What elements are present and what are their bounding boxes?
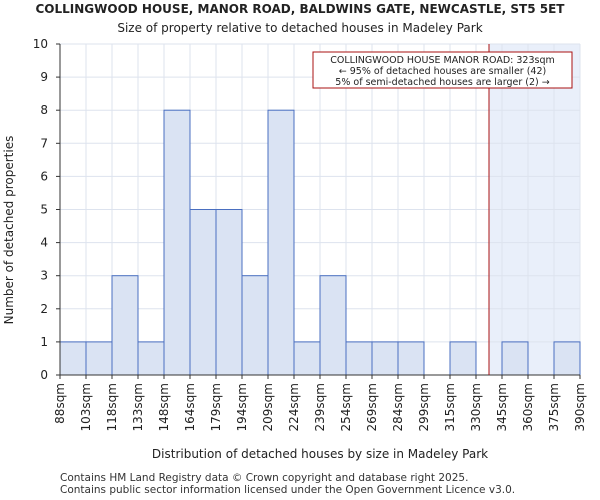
x-tick-label-330sqm: 330sqm bbox=[469, 383, 483, 431]
x-tick-label-390sqm: 390sqm bbox=[573, 383, 587, 431]
bar-148sqm bbox=[163, 109, 191, 376]
x-tick-label-164sqm: 164sqm bbox=[183, 383, 197, 431]
x-tick-label-194sqm: 194sqm bbox=[235, 383, 249, 431]
y-tick-label: 10 bbox=[33, 37, 48, 51]
x-tick-label-88sqm: 88sqm bbox=[53, 383, 67, 424]
x-tick-label-118sqm: 118sqm bbox=[105, 383, 119, 431]
plot-area: 0 1 2 3 4 5 6 7 8 9 10 88sqm 103sqm 118sqm 133sqm 148sq… bbox=[33, 37, 587, 431]
y-tick-label: 6 bbox=[40, 169, 48, 183]
x-tick-label-284sqm: 284sqm bbox=[391, 383, 405, 431]
x-tick-label-299sqm: 299sqm bbox=[417, 383, 431, 431]
bar-133sqm bbox=[137, 341, 165, 376]
x-tick-label-345sqm: 345sqm bbox=[495, 383, 509, 431]
bar-269sqm bbox=[371, 341, 399, 376]
bar-103sqm bbox=[85, 341, 113, 376]
footer-line2: Contains public sector information licen… bbox=[60, 484, 516, 496]
annotation-box bbox=[312, 51, 573, 89]
y-tick-label: 4 bbox=[40, 236, 48, 250]
annotation-line-1: COLLINGWOOD HOUSE MANOR ROAD: 323sqm bbox=[330, 55, 555, 66]
chart-title-line1: COLLINGWOOD HOUSE, MANOR ROAD, BALDWINS … bbox=[36, 2, 566, 16]
footer-line1: Contains HM Land Registry data © Crown c… bbox=[60, 472, 469, 484]
annotation-line-3: 5% of semi-detached houses are larger (2… bbox=[335, 77, 549, 88]
bar-284sqm bbox=[397, 341, 425, 376]
chart-title-line2: Size of property relative to detached ho… bbox=[117, 21, 482, 35]
bar-179sqm bbox=[215, 209, 243, 376]
y-tick-label: 9 bbox=[40, 70, 48, 84]
x-tick-label-269sqm: 269sqm bbox=[365, 383, 379, 431]
bar-88sqm bbox=[59, 341, 87, 376]
bar-254sqm bbox=[345, 341, 373, 376]
x-tick-label-375sqm: 375sqm bbox=[547, 383, 561, 431]
bar-239sqm bbox=[319, 275, 347, 376]
x-tick-label-133sqm: 133sqm bbox=[131, 383, 145, 431]
y-tick-label: 2 bbox=[40, 302, 48, 316]
bar-375sqm bbox=[553, 341, 581, 376]
x-tick-label-209sqm: 209sqm bbox=[261, 383, 275, 431]
x-tick-label-103sqm: 103sqm bbox=[79, 383, 93, 431]
x-tick-label-254sqm: 254sqm bbox=[339, 383, 353, 431]
bar-194sqm bbox=[241, 275, 269, 376]
y-tick-label: 5 bbox=[40, 203, 48, 217]
y-tick-label: 3 bbox=[40, 269, 48, 283]
y-tick-label: 8 bbox=[40, 103, 48, 117]
y-tick-label: 0 bbox=[40, 368, 48, 382]
bar-209sqm bbox=[267, 109, 295, 376]
y-tick-label: 7 bbox=[40, 136, 48, 150]
x-tick-label-360sqm: 360sqm bbox=[521, 383, 535, 431]
x-axis-label: Distribution of detached houses by size … bbox=[152, 447, 488, 461]
bar-224sqm bbox=[293, 341, 321, 376]
x-tick-label-224sqm: 224sqm bbox=[287, 383, 301, 431]
x-tick-label-179sqm: 179sqm bbox=[209, 383, 223, 431]
x-tick-label-239sqm: 239sqm bbox=[313, 383, 327, 431]
y-axis-label: Number of detached properties bbox=[2, 136, 16, 325]
bar-345sqm bbox=[501, 341, 529, 376]
annotation-line-2: ← 95% of detached houses are smaller (42… bbox=[339, 66, 546, 77]
x-tick-label-148sqm: 148sqm bbox=[157, 383, 171, 431]
bar-118sqm bbox=[111, 275, 139, 376]
bar-164sqm bbox=[189, 209, 217, 376]
y-tick-label: 1 bbox=[40, 335, 48, 349]
x-tick-label-315sqm: 315sqm bbox=[443, 383, 457, 431]
bar-315sqm bbox=[449, 341, 477, 376]
